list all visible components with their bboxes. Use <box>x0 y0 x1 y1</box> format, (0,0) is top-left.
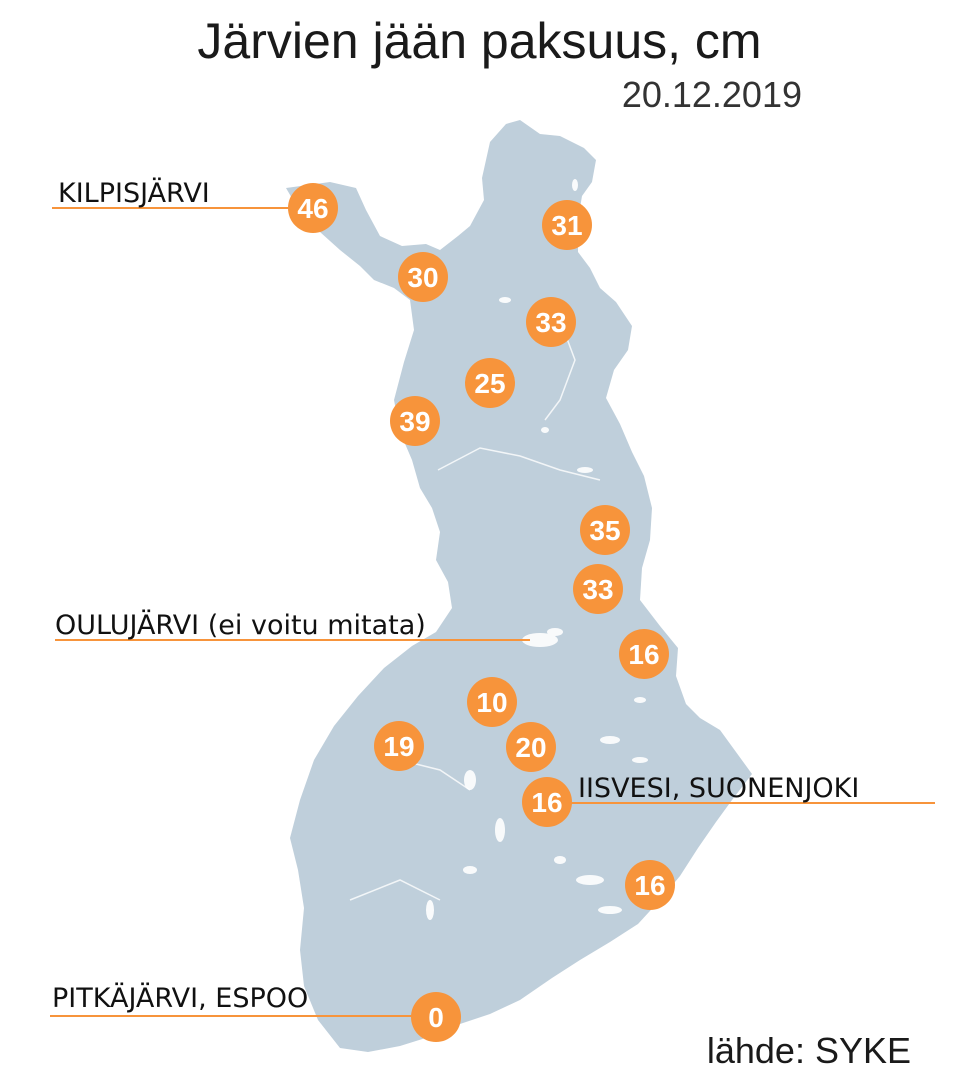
label-pitkajarvi: PITKÄJÄRVI, ESPOO <box>52 982 308 1014</box>
station-value: 46 <box>297 193 328 224</box>
station-marker-lapland-west: 39 <box>390 396 440 446</box>
label-oulujarvi: OULUJÄRVI (ei voitu mitata) <box>55 609 426 641</box>
station-value: 16 <box>531 787 562 818</box>
station-marker-lapland-central: 25 <box>465 358 515 408</box>
station-value: 20 <box>515 732 546 763</box>
station-marker-south-east: 16 <box>625 860 675 910</box>
station-marker-east-3: 16 <box>619 629 669 679</box>
station-marker-east-1: 35 <box>580 505 630 555</box>
label-iisvesi: IISVESI, SUONENJOKI <box>578 773 859 804</box>
station-marker-north-3: 33 <box>526 297 576 347</box>
station-value: 0 <box>428 1002 444 1033</box>
station-value: 31 <box>551 210 582 241</box>
station-marker-central-1: 10 <box>467 677 517 727</box>
station-value: 39 <box>399 406 430 437</box>
page-title: Järvien jään paksuus, cm <box>197 13 762 69</box>
station-marker-north-east-1: 31 <box>542 200 592 250</box>
station-value: 16 <box>634 870 665 901</box>
station-marker-west-central: 19 <box>374 721 424 771</box>
station-value: 30 <box>407 262 438 293</box>
station-value: 19 <box>383 731 414 762</box>
label-kilpisjarvi: KILPISJÄRVI <box>58 177 210 209</box>
station-markers: 46 31 30 33 25 39 35 33 <box>288 183 675 1042</box>
lakes <box>426 179 648 920</box>
station-marker-north-west-2: 30 <box>398 252 448 302</box>
map-date: 20.12.2019 <box>621 74 802 115</box>
station-value: 16 <box>628 639 659 670</box>
station-value: 10 <box>476 687 507 718</box>
source-note: lähde: SYKE <box>706 1030 911 1071</box>
station-value: 33 <box>582 574 613 605</box>
station-value: 25 <box>474 368 505 399</box>
station-value: 33 <box>535 307 566 338</box>
station-marker-iisvesi: 16 <box>522 777 572 827</box>
station-marker-kilpisjarvi: 46 <box>288 183 338 233</box>
leader-lines <box>50 207 935 1017</box>
finland-land-shape <box>286 120 752 1052</box>
station-marker-central-2: 20 <box>506 722 556 772</box>
station-marker-east-2: 33 <box>573 564 623 614</box>
station-marker-pitkajarvi: 0 <box>411 992 461 1042</box>
station-value: 35 <box>589 515 620 546</box>
